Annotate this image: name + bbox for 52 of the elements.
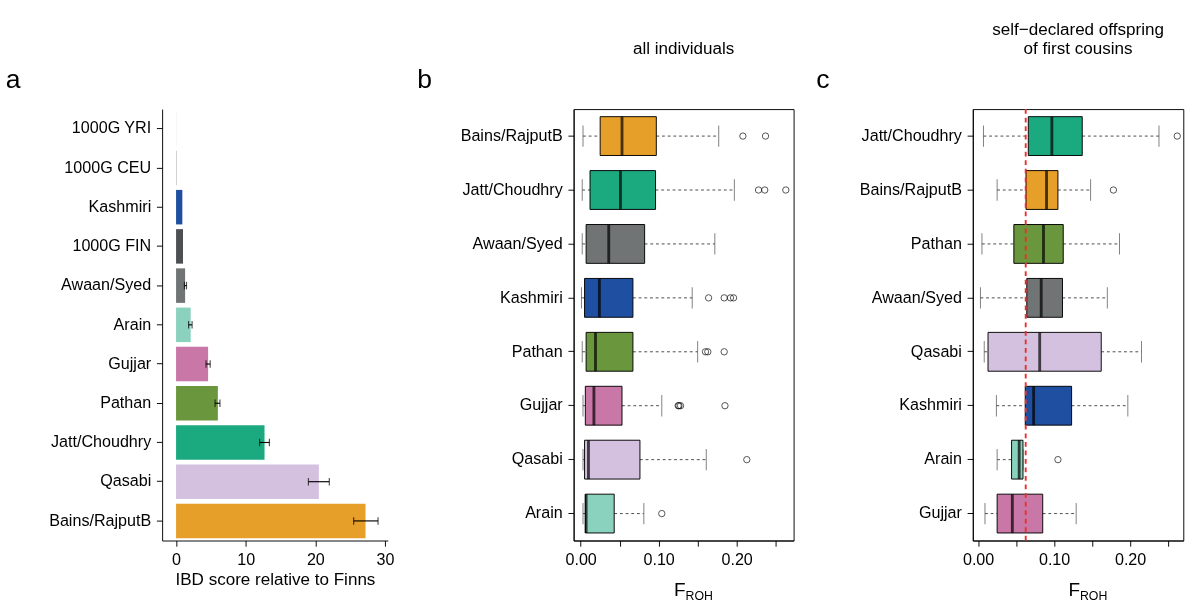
y-tick-label: Kashmiri	[500, 287, 563, 306]
y-tick-label: Pathan	[511, 341, 563, 360]
y-tick-label: Gujjar	[108, 353, 152, 372]
y-tick-label: 1000G YRI	[71, 118, 152, 137]
x-tick-label: 0.00	[565, 549, 597, 568]
x-tick-label: 10	[237, 549, 256, 568]
y-tick-label: Awaan/Syed	[61, 275, 152, 294]
y-tick-label: Jatt/Choudhry	[50, 432, 153, 451]
y-tick-label: Arain	[113, 314, 152, 333]
y-tick-label: Bains/RajputB	[859, 179, 962, 198]
x-tick-label: 0.20	[1114, 549, 1147, 568]
y-tick-label: Gujjar	[519, 395, 564, 414]
y-tick-label: Qasabi	[100, 471, 152, 490]
bar	[176, 189, 183, 225]
y-tick-label: Jatt/Choudhry	[861, 125, 963, 144]
bar	[176, 229, 184, 264]
x-tick-label: 0.00	[962, 549, 995, 568]
x-tick-label: 0.10	[643, 549, 675, 568]
text: c	[816, 64, 830, 95]
y-tick-label: Pathan	[910, 233, 962, 252]
chart-title: all individuals	[632, 39, 735, 59]
text: a	[5, 64, 21, 95]
x-tick-label: 0.20	[721, 549, 753, 568]
y-tick-label: Awaan/Syed	[472, 233, 563, 252]
y-tick-label: 1000G FIN	[72, 236, 152, 255]
y-tick-label: Kashmiri	[899, 395, 962, 414]
y-tick-label: Awaan/Syed	[871, 287, 962, 306]
y-tick-label: Kashmiri	[88, 196, 152, 215]
x-tick-label: 20	[306, 549, 325, 568]
x-axis-title: IBD score relative to Finns	[175, 569, 376, 589]
bar	[176, 503, 366, 539]
y-tick-label: Pathan	[100, 393, 152, 412]
text: b	[417, 64, 432, 95]
y-tick-label: Qasabi	[511, 449, 563, 468]
bar	[176, 268, 186, 303]
bar	[176, 307, 191, 343]
y-tick-label: 1000G CEU	[64, 157, 152, 176]
bar	[176, 346, 209, 382]
y-tick-label: Arain	[525, 503, 563, 522]
y-tick-label: Qasabi	[910, 341, 962, 360]
y-tick-label: Bains/RajputB	[460, 125, 563, 144]
y-tick-label: Gujjar	[918, 503, 963, 522]
y-tick-label: Jatt/Choudhry	[462, 179, 564, 198]
bar	[176, 425, 265, 460]
x-tick-label: 30	[376, 549, 395, 568]
bar	[176, 464, 319, 499]
y-tick-label: Arain	[924, 449, 962, 468]
chart-title: self−declared offspring of first cousins	[992, 20, 1164, 59]
x-tick-label: 0.10	[1038, 549, 1071, 568]
y-tick-label: Bains/RajputB	[49, 510, 152, 529]
x-tick-label: 0	[172, 549, 182, 568]
bar	[176, 386, 218, 421]
